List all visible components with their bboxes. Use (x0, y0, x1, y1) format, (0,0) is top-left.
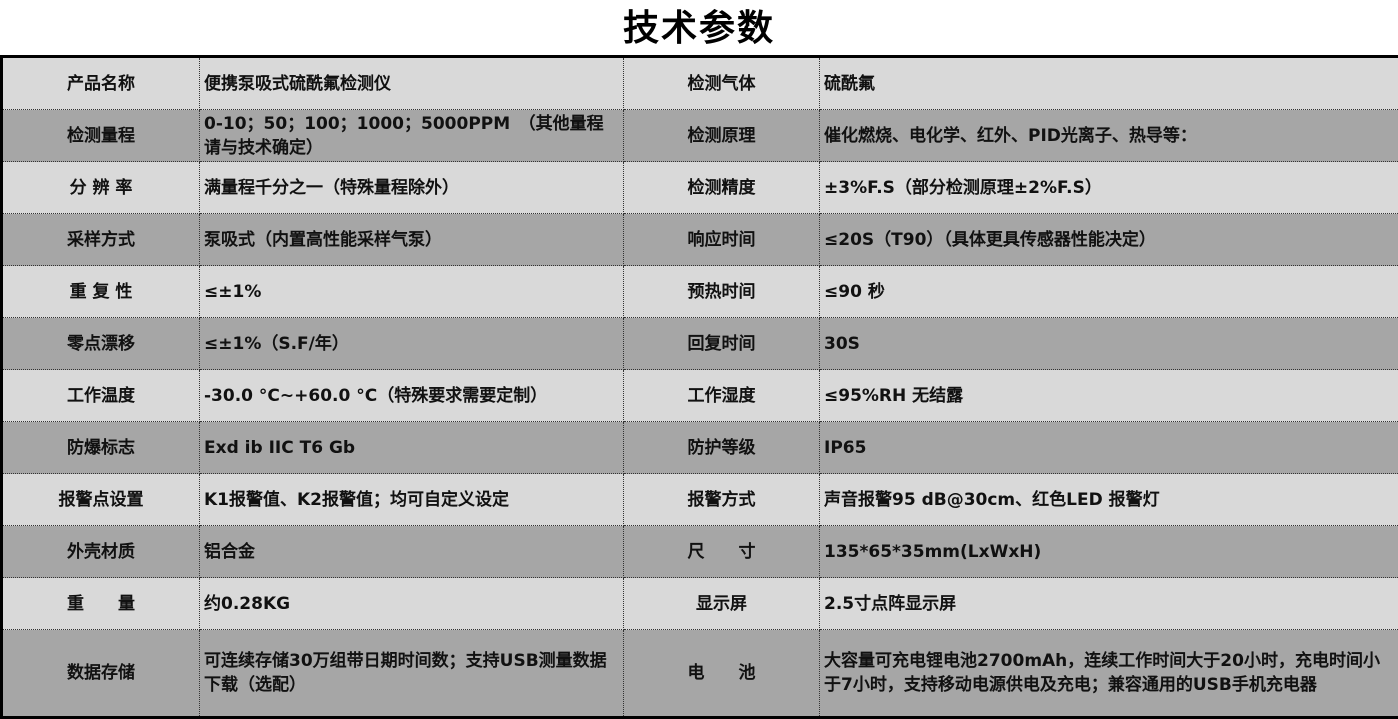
spec-label: 数据存储 (2, 630, 200, 718)
spec-label: 采样方式 (2, 214, 200, 266)
table-row: 产品名称便携泵吸式硫酰氟检测仪检测气体硫酰氟 (2, 57, 1398, 110)
spec-label: 响应时间 (624, 214, 820, 266)
spec-label: 预热时间 (624, 266, 820, 318)
spec-value: K1报警值、K2报警值；均可自定义设定 (200, 474, 624, 526)
spec-label: 重 量 (2, 578, 200, 630)
spec-value: -30.0 °C~+60.0 °C（特殊要求需要定制） (200, 370, 624, 422)
spec-value: ±3%F.S（部分检测原理±2%F.S） (820, 162, 1398, 214)
spec-value: 30S (820, 318, 1398, 370)
spec-label: 工作温度 (2, 370, 200, 422)
spec-label: 外壳材质 (2, 526, 200, 578)
spec-value: 铝合金 (200, 526, 624, 578)
spec-label: 尺 寸 (624, 526, 820, 578)
spec-value: 可连续存储30万组带日期时间数；支持USB测量数据下载（选配） (200, 630, 624, 718)
spec-value: 0-10；50；100；1000；5000PPM （其他量程请与技术确定） (200, 110, 624, 162)
spec-value: Exd ib IIC T6 Gb (200, 422, 624, 474)
spec-value: 135*65*35mm(LxWxH) (820, 526, 1398, 578)
spec-label: 显示屏 (624, 578, 820, 630)
spec-value: ≤±1% (200, 266, 624, 318)
spec-label: 产品名称 (2, 57, 200, 110)
table-row: 数据存储可连续存储30万组带日期时间数；支持USB测量数据下载（选配）电 池大容… (2, 630, 1398, 718)
spec-value: 大容量可充电锂电池2700mAh，连续工作时间大于20小时，充电时间小于7小时，… (820, 630, 1398, 718)
table-row: 采样方式泵吸式（内置高性能采样气泵）响应时间≤20S（T90）（具体更具传感器性… (2, 214, 1398, 266)
table-row: 分 辨 率满量程千分之一（特殊量程除外）检测精度±3%F.S（部分检测原理±2%… (2, 162, 1398, 214)
spec-label: 分 辨 率 (2, 162, 200, 214)
spec-label: 报警点设置 (2, 474, 200, 526)
spec-value: IP65 (820, 422, 1398, 474)
spec-value: ≤90 秒 (820, 266, 1398, 318)
spec-value: 泵吸式（内置高性能采样气泵） (200, 214, 624, 266)
spec-value: ≤95%RH 无结露 (820, 370, 1398, 422)
spec-label: 零点漂移 (2, 318, 200, 370)
spec-value: 满量程千分之一（特殊量程除外） (200, 162, 624, 214)
spec-value: 声音报警95 dB@30cm、红色LED 报警灯 (820, 474, 1398, 526)
spec-label: 防护等级 (624, 422, 820, 474)
spec-value: 约0.28KG (200, 578, 624, 630)
spec-label: 重 复 性 (2, 266, 200, 318)
spec-label: 检测原理 (624, 110, 820, 162)
spec-value: ≤±1%（S.F/年） (200, 318, 624, 370)
spec-label: 检测精度 (624, 162, 820, 214)
spec-value: 催化燃烧、电化学、红外、PID光离子、热导等： (820, 110, 1398, 162)
spec-label: 报警方式 (624, 474, 820, 526)
spec-label: 工作湿度 (624, 370, 820, 422)
table-row: 重 复 性≤±1%预热时间≤90 秒 (2, 266, 1398, 318)
spec-value: 便携泵吸式硫酰氟检测仪 (200, 57, 624, 110)
spec-label: 回复时间 (624, 318, 820, 370)
spec-value: 硫酰氟 (820, 57, 1398, 110)
table-row: 工作温度-30.0 °C~+60.0 °C（特殊要求需要定制）工作湿度≤95%R… (2, 370, 1398, 422)
spec-label: 检测气体 (624, 57, 820, 110)
page-title: 技术参数 (0, 0, 1398, 55)
spec-label: 电 池 (624, 630, 820, 718)
spec-value: ≤20S（T90）（具体更具传感器性能决定） (820, 214, 1398, 266)
spec-label: 防爆标志 (2, 422, 200, 474)
spec-label: 检测量程 (2, 110, 200, 162)
spec-value: 2.5寸点阵显示屏 (820, 578, 1398, 630)
